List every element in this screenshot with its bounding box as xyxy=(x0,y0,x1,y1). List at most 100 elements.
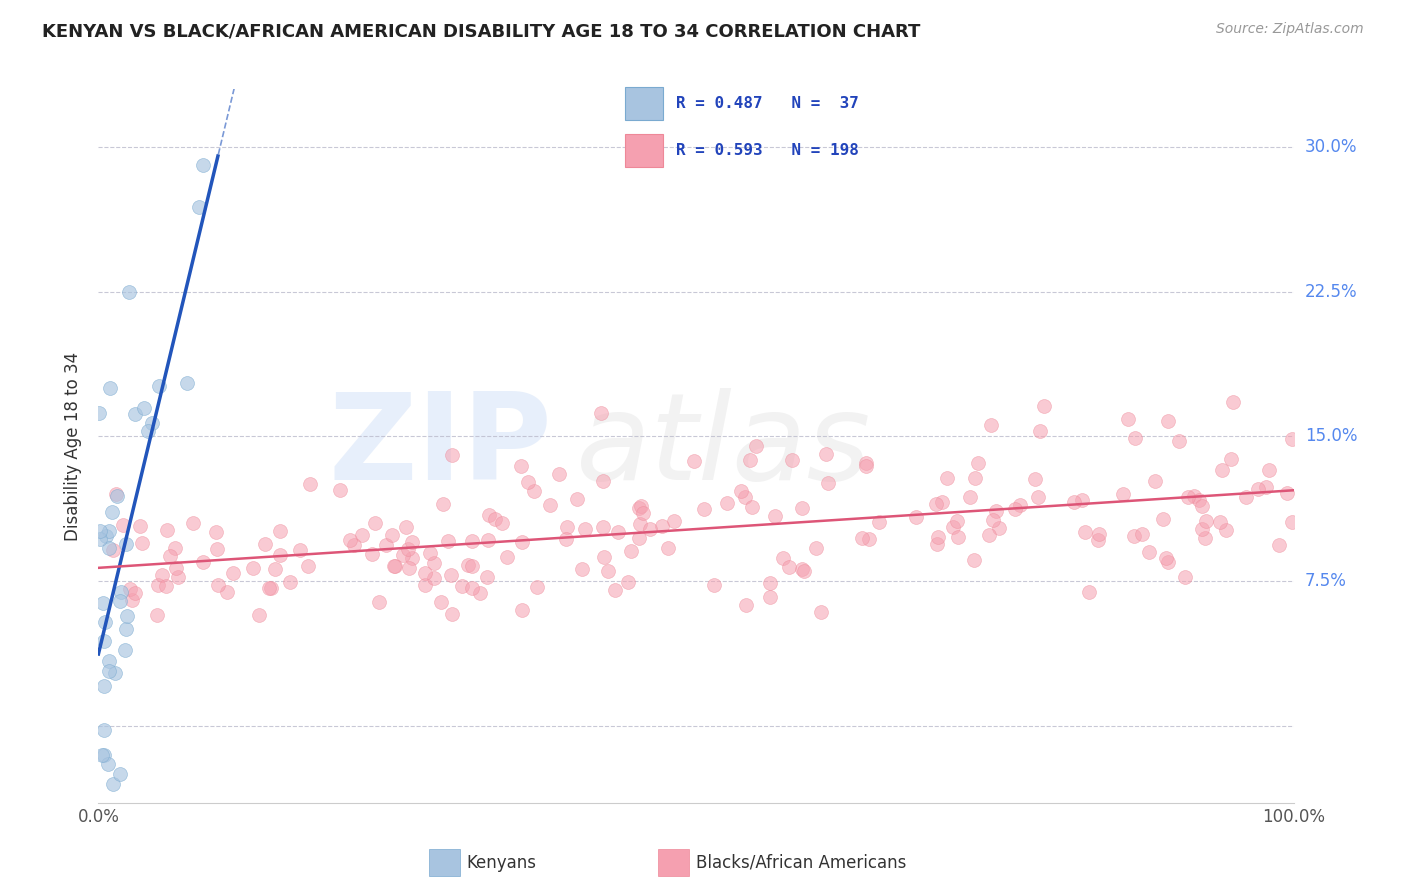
Point xyxy=(628,501,651,516)
Point xyxy=(461,559,484,574)
Point xyxy=(496,549,519,564)
Point xyxy=(1024,472,1046,486)
Point xyxy=(855,456,877,470)
Point xyxy=(87,406,110,420)
Point xyxy=(571,562,593,576)
Point xyxy=(205,525,228,540)
Point xyxy=(269,524,291,538)
Point xyxy=(1074,524,1097,539)
Point xyxy=(93,679,115,693)
Point xyxy=(441,607,464,621)
Point xyxy=(430,595,453,609)
Point xyxy=(423,556,446,570)
FancyBboxPatch shape xyxy=(624,87,664,120)
Point xyxy=(115,537,138,551)
Point xyxy=(221,566,243,580)
Point xyxy=(470,585,492,599)
Point xyxy=(329,483,352,498)
Point xyxy=(735,598,758,612)
Point xyxy=(730,484,752,499)
Point xyxy=(741,500,763,514)
Point xyxy=(1087,533,1109,548)
Point xyxy=(93,723,115,737)
Point xyxy=(1029,424,1052,438)
Point xyxy=(510,603,533,617)
Point xyxy=(146,607,169,622)
Point xyxy=(121,593,143,607)
Point xyxy=(778,560,800,574)
Point xyxy=(793,564,815,578)
Point xyxy=(183,516,205,530)
Point xyxy=(242,561,264,575)
Point xyxy=(278,575,301,590)
Point xyxy=(98,381,122,395)
Point xyxy=(851,531,873,545)
Point xyxy=(967,456,990,470)
Point xyxy=(963,471,986,485)
Point xyxy=(638,522,661,536)
Point xyxy=(1219,452,1241,467)
Point xyxy=(110,584,132,599)
Point xyxy=(1194,531,1216,545)
Text: Source: ZipAtlas.com: Source: ZipAtlas.com xyxy=(1216,22,1364,37)
Text: 22.5%: 22.5% xyxy=(1305,283,1357,301)
Point xyxy=(352,528,374,542)
Point xyxy=(94,615,117,629)
Point xyxy=(509,459,531,474)
Point xyxy=(662,514,685,528)
Point xyxy=(120,582,142,596)
Point xyxy=(413,578,436,592)
Point xyxy=(617,575,640,590)
Point xyxy=(598,565,620,579)
Point xyxy=(114,643,136,657)
Point xyxy=(1063,494,1085,508)
Point xyxy=(165,560,187,574)
Point xyxy=(758,575,780,590)
Point xyxy=(931,495,953,509)
Text: 7.5%: 7.5% xyxy=(1305,572,1347,590)
Point xyxy=(1184,489,1206,503)
Point xyxy=(89,524,111,538)
Point xyxy=(112,518,135,533)
Point xyxy=(1188,492,1211,507)
Point xyxy=(607,524,630,539)
Point xyxy=(363,516,385,531)
Point xyxy=(1277,486,1299,500)
Point xyxy=(703,577,725,591)
Point xyxy=(858,532,880,546)
Point xyxy=(927,536,949,550)
Point xyxy=(1008,498,1031,512)
Point xyxy=(97,654,120,668)
Point xyxy=(740,452,762,467)
Point xyxy=(101,505,124,519)
Point xyxy=(1077,584,1099,599)
Point xyxy=(115,623,138,637)
Point xyxy=(589,406,612,420)
Point xyxy=(419,546,441,560)
Point xyxy=(382,559,405,574)
Point xyxy=(657,541,679,555)
Point xyxy=(437,534,460,549)
Point xyxy=(118,285,141,299)
Point xyxy=(128,518,150,533)
Point xyxy=(108,593,131,607)
Point xyxy=(374,538,396,552)
Point xyxy=(790,501,813,516)
Point xyxy=(94,529,117,543)
Point xyxy=(413,566,436,580)
Point xyxy=(105,489,128,503)
Point xyxy=(290,543,312,558)
Point xyxy=(91,596,114,610)
Point xyxy=(815,447,838,461)
Point xyxy=(98,664,121,678)
Point xyxy=(1004,502,1026,516)
Point xyxy=(91,747,114,762)
Point xyxy=(167,569,190,583)
Point xyxy=(526,580,548,594)
Point xyxy=(1215,523,1237,537)
Point xyxy=(631,506,654,520)
Point xyxy=(191,159,214,173)
Point xyxy=(257,581,280,595)
Point xyxy=(475,570,498,584)
Point xyxy=(401,534,423,549)
